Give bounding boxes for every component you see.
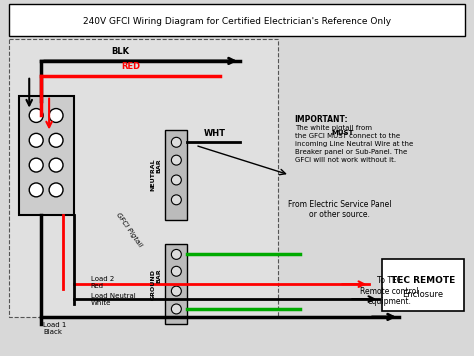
- Circle shape: [49, 183, 63, 197]
- Circle shape: [29, 134, 43, 147]
- Text: Load 2
Red: Load 2 Red: [91, 276, 114, 289]
- Text: IMPORTANT:: IMPORTANT:: [295, 115, 348, 125]
- Bar: [165, 130, 187, 220]
- Circle shape: [29, 109, 43, 122]
- Text: WHT: WHT: [204, 129, 226, 138]
- Text: To TEC
Remote control
equipment.: To TEC Remote control equipment.: [360, 276, 419, 306]
- Circle shape: [172, 195, 182, 205]
- Text: Load 1
Black: Load 1 Black: [43, 322, 66, 335]
- Text: GFCI Pigtail: GFCI Pigtail: [115, 211, 143, 248]
- Circle shape: [172, 304, 182, 314]
- Text: MUST: MUST: [331, 130, 354, 136]
- Circle shape: [29, 183, 43, 197]
- FancyBboxPatch shape: [9, 4, 465, 36]
- Circle shape: [29, 158, 43, 172]
- Text: BLK: BLK: [112, 47, 130, 56]
- Text: Load Neutral
White: Load Neutral White: [91, 293, 136, 305]
- Circle shape: [172, 286, 182, 296]
- Circle shape: [172, 266, 182, 276]
- Text: The white pigtail from
the GFCI MUST connect to the
incoming Line Neutral Wire a: The white pigtail from the GFCI MUST con…: [295, 125, 413, 163]
- Text: From Electric Service Panel
or other source.: From Electric Service Panel or other sou…: [288, 200, 391, 219]
- Circle shape: [172, 155, 182, 165]
- Bar: [165, 245, 187, 324]
- Text: NEUTRAL
BAR: NEUTRAL BAR: [151, 159, 162, 191]
- Text: Enclosure: Enclosure: [402, 289, 444, 299]
- Circle shape: [49, 109, 63, 122]
- Circle shape: [172, 137, 182, 147]
- Text: 240V GFCI Wiring Diagram for Certified Electrician's Reference Only: 240V GFCI Wiring Diagram for Certified E…: [83, 17, 391, 26]
- Circle shape: [172, 250, 182, 260]
- FancyBboxPatch shape: [9, 39, 278, 317]
- Bar: [19, 96, 74, 215]
- Text: GROUND
BAR: GROUND BAR: [151, 269, 162, 300]
- Circle shape: [49, 134, 63, 147]
- Circle shape: [49, 158, 63, 172]
- Text: TEC REMOTE: TEC REMOTE: [391, 276, 455, 285]
- Text: RED: RED: [121, 62, 140, 71]
- Circle shape: [172, 175, 182, 185]
- FancyBboxPatch shape: [382, 260, 464, 311]
